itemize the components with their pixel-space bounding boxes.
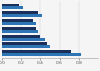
Bar — [2, 4, 19, 6]
Bar — [2, 19, 33, 22]
Bar — [2, 45, 50, 48]
Bar — [2, 42, 47, 45]
Bar — [2, 50, 71, 53]
Bar — [2, 38, 45, 41]
Bar — [2, 35, 40, 38]
Bar — [2, 11, 38, 14]
Bar — [2, 6, 23, 9]
Bar — [2, 30, 38, 33]
Bar — [2, 53, 81, 56]
Bar — [2, 14, 42, 17]
Bar — [2, 27, 36, 30]
Bar — [2, 22, 36, 25]
